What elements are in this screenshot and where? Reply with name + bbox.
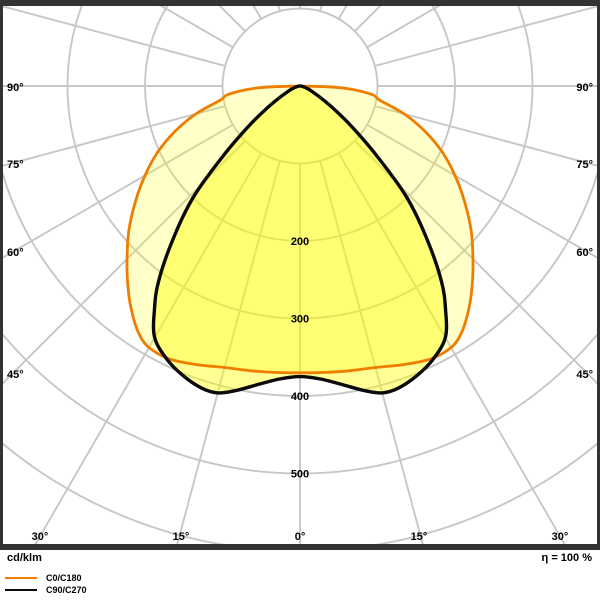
legend-line-swatch-c0-c180 <box>5 577 37 579</box>
angle-label-right: 90° <box>576 82 593 94</box>
units-label: cd/klm <box>7 552 42 564</box>
polar-chart-canvas: 200 300 400 500 90° 75° 60° 45° 90° 75° 60° 45° 30° 1… <box>0 0 600 550</box>
angle-label-bottom: 30° <box>32 531 49 543</box>
ring-label: 400 <box>291 391 309 403</box>
angle-label-bottom: 15° <box>411 531 428 543</box>
angle-label-right: 45° <box>576 369 593 381</box>
angle-label-bottom: 30° <box>552 531 569 543</box>
efficiency-value: η = 100 % <box>541 552 592 564</box>
angle-label-right: 60° <box>576 247 593 259</box>
angle-label-bottom: 15° <box>173 531 190 543</box>
angle-label-bottom: 0° <box>295 531 306 543</box>
angle-label-right: 75° <box>576 159 593 171</box>
ring-label: 300 <box>291 314 309 326</box>
angle-label-left: 90° <box>7 82 24 94</box>
angle-label-left: 75° <box>7 159 24 171</box>
legend-item-c90-c270: C90/C270 <box>5 584 87 596</box>
legend-item-label: C0/C180 <box>46 573 82 583</box>
angle-label-left: 60° <box>7 247 24 259</box>
legend-line-swatch-c90-c270 <box>5 589 37 591</box>
ring-label: 200 <box>291 236 309 248</box>
ring-label: 500 <box>291 469 309 481</box>
angle-label-left: 45° <box>7 369 24 381</box>
legend: C0/C180 C90/C270 <box>5 572 87 596</box>
legend-item-c0-c180: C0/C180 <box>5 572 87 584</box>
legend-item-label: C90/C270 <box>46 585 87 595</box>
